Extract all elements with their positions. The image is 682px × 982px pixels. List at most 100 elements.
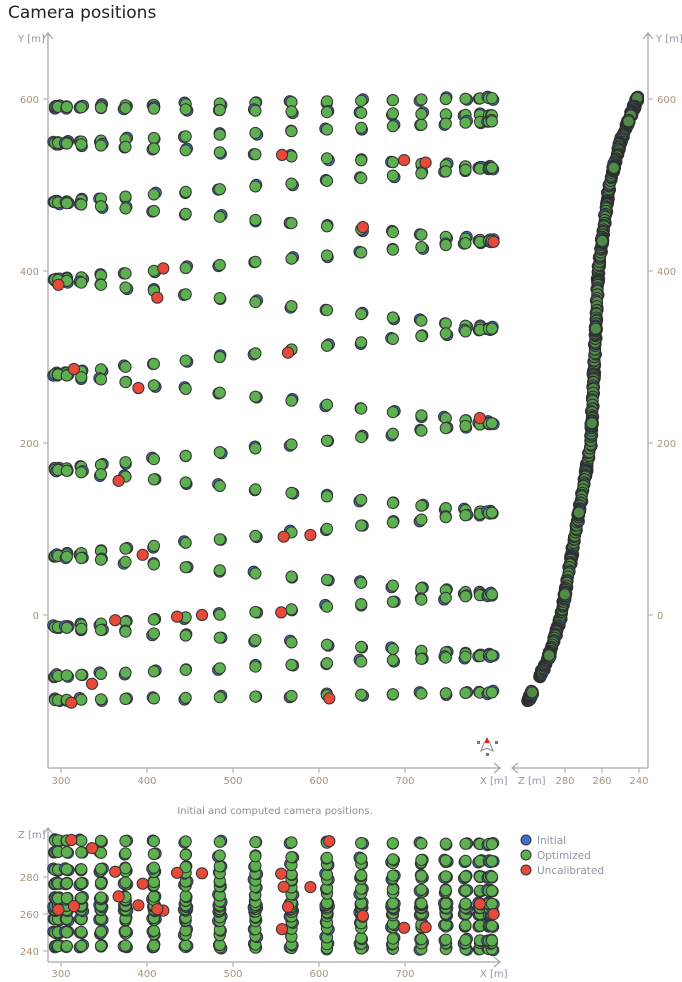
optimized-point — [147, 453, 160, 466]
optimized-point — [285, 125, 298, 138]
optimized-point — [119, 140, 132, 153]
optimized-point — [213, 849, 226, 862]
optimized-point — [119, 625, 132, 638]
optimized-point — [179, 848, 192, 861]
uncalibrated-point — [151, 903, 164, 916]
optimized-point — [94, 925, 108, 938]
optimized-point — [439, 687, 452, 700]
zy-y-axis-label: Y [m] — [655, 34, 682, 45]
optimized-point — [179, 939, 192, 952]
optimized-point — [415, 167, 428, 180]
optimized-point — [179, 185, 192, 198]
optimized-point — [459, 116, 472, 129]
xy-x-tick-label: 500 — [223, 776, 242, 787]
xy-y-axis — [42, 31, 54, 768]
optimized-point — [75, 891, 88, 905]
uncalibrated-point — [171, 610, 184, 623]
optimized-point — [439, 327, 452, 340]
optimized-point — [439, 117, 452, 130]
optimized-point — [75, 668, 88, 681]
optimized-point — [213, 103, 226, 117]
optimized-point — [459, 590, 472, 603]
optimized-point — [285, 217, 298, 230]
optimized-point — [415, 687, 428, 700]
optimized-point — [355, 431, 368, 444]
uncalibrated-point — [85, 677, 99, 690]
north-compass-icon[interactable] — [477, 737, 498, 756]
optimized-point — [75, 138, 88, 151]
optimized-point — [147, 188, 160, 201]
optimized-point — [386, 406, 399, 419]
optimized-point — [415, 883, 428, 896]
optimized-point — [622, 115, 635, 128]
uncalibrated-point — [112, 890, 125, 903]
optimized-point — [415, 593, 428, 606]
optimized-point — [439, 870, 452, 883]
optimized-point — [355, 246, 368, 259]
optimized-point — [386, 516, 399, 529]
zy-z-tick-label: 260 — [592, 776, 611, 787]
xz-points — [47, 833, 500, 957]
legend-marker-uncalibrated — [520, 864, 532, 876]
optimized-point — [386, 107, 399, 120]
optimized-point — [355, 836, 368, 850]
legend-label-optimized[interactable]: Optimized — [537, 850, 591, 862]
xz-z-axis — [42, 826, 54, 962]
optimized-point — [386, 837, 399, 850]
optimized-point — [285, 836, 298, 849]
uncalibrated-point — [487, 235, 500, 248]
optimized-point — [147, 142, 160, 155]
xz-x-axis — [48, 956, 502, 968]
optimized-point — [119, 876, 132, 889]
optimized-point — [285, 300, 298, 313]
page-title: Camera positions — [8, 3, 157, 23]
optimized-point — [147, 861, 160, 874]
optimized-point — [607, 161, 620, 174]
uncalibrated-point — [275, 923, 289, 936]
optimized-point — [94, 200, 108, 213]
optimized-point — [459, 509, 472, 522]
optimized-point — [119, 376, 132, 389]
optimized-point — [439, 854, 452, 867]
zy-y-tick-label: 400 — [657, 267, 676, 278]
optimized-point — [179, 288, 192, 301]
optimized-point — [147, 924, 160, 937]
optimized-point — [179, 130, 192, 143]
xy-y-tick-label: 400 — [20, 267, 39, 278]
optimized-point — [249, 148, 262, 161]
optimized-point — [320, 851, 334, 865]
optimized-point — [147, 692, 160, 705]
uncalibrated-point — [52, 278, 65, 291]
optimized-point — [94, 876, 108, 889]
optimized-point — [75, 371, 88, 384]
optimized-point — [119, 555, 132, 569]
optimized-point — [285, 177, 298, 190]
optimized-point — [249, 390, 262, 403]
optimized-point — [75, 622, 88, 635]
uncalibrated-point — [419, 921, 432, 934]
optimized-point — [213, 258, 226, 272]
optimized-point — [355, 598, 368, 611]
legend-label-initial[interactable]: Initial — [537, 835, 566, 847]
optimized-point — [119, 666, 132, 679]
optimized-point — [572, 506, 586, 519]
legend-label-uncalibrated[interactable]: Uncalibrated — [537, 865, 604, 877]
optimized-point — [179, 629, 192, 642]
optimized-point — [386, 94, 399, 107]
optimized-point — [60, 892, 73, 905]
optimized-point — [386, 243, 399, 256]
optimized-point — [75, 693, 88, 706]
optimized-point — [147, 558, 160, 571]
optimized-point — [147, 835, 160, 848]
optimized-point — [94, 693, 108, 706]
optimized-point — [459, 897, 472, 910]
uncalibrated-point — [109, 865, 122, 878]
optimized-point — [147, 473, 160, 486]
optimized-point — [585, 417, 598, 430]
optimized-point — [415, 118, 428, 131]
optimized-point — [320, 398, 334, 411]
optimized-point — [119, 925, 132, 938]
zy-z-axis — [510, 762, 648, 774]
optimized-point — [75, 834, 88, 847]
optimized-point — [213, 183, 226, 196]
